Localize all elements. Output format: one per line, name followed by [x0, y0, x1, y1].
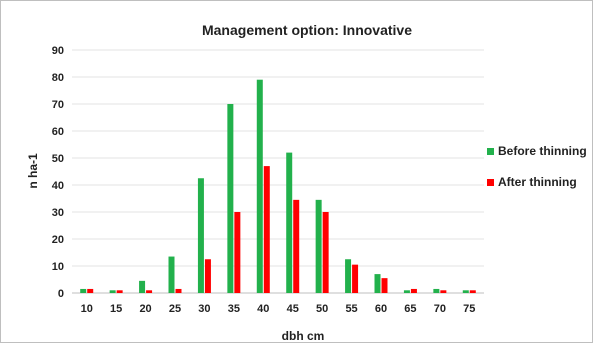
bar-before-thinning-70 [433, 288, 440, 293]
y-axis-label: n ha-1 [26, 153, 40, 189]
x-tick-label: 30 [198, 303, 210, 315]
x-tick-label: 20 [139, 303, 151, 315]
bar-before-thinning-35 [227, 104, 234, 293]
bar-before-thinning-30 [197, 178, 204, 293]
bar-before-thinning-45 [286, 152, 293, 293]
bar-after-thinning-30 [204, 259, 211, 293]
bar-before-thinning-15 [109, 290, 116, 293]
y-tick-label: 20 [52, 234, 64, 246]
bar-before-thinning-50 [315, 199, 322, 293]
x-tick-label: 45 [287, 303, 299, 315]
legend-label: Before thinning [498, 144, 587, 158]
x-tick-label: 40 [257, 303, 269, 315]
bar-after-thinning-40 [263, 166, 270, 293]
bar-after-thinning-25 [175, 288, 182, 293]
bar-after-thinning-50 [322, 212, 329, 293]
bar-after-thinning-60 [381, 278, 388, 293]
legend: Before thinning After thinning [487, 144, 587, 189]
bar-before-thinning-60 [374, 274, 381, 293]
y-tick-label: 10 [52, 261, 64, 273]
bar-after-thinning-10 [87, 288, 94, 293]
bar-after-thinning-75 [469, 290, 476, 293]
x-tick-label: 10 [81, 303, 93, 315]
y-tick-label: 80 [52, 72, 64, 84]
bar-before-thinning-55 [345, 259, 352, 293]
bar-after-thinning-65 [410, 288, 417, 293]
bar-before-thinning-25 [168, 256, 175, 293]
x-tick-label: 75 [463, 303, 475, 315]
bars [80, 79, 476, 293]
bar-before-thinning-75 [462, 290, 469, 293]
bar-before-thinning-20 [139, 280, 146, 293]
bar-after-thinning-35 [234, 212, 241, 293]
bar-after-thinning-70 [440, 290, 447, 293]
bar-before-thinning-40 [256, 79, 263, 293]
x-tick-label: 65 [404, 303, 416, 315]
x-axis-label: dbh cm [282, 329, 325, 343]
y-tick-label: 60 [52, 126, 64, 138]
bar-before-thinning-10 [80, 288, 87, 293]
legend-swatch [487, 179, 494, 186]
y-tick-label: 40 [52, 180, 64, 192]
y-tick-label: 50 [52, 153, 64, 165]
bar-after-thinning-55 [352, 264, 359, 293]
chart-title: Management option: Innovative [202, 22, 412, 38]
bar-after-thinning-15 [116, 290, 123, 293]
y-tick-label: 90 [52, 45, 64, 57]
x-tick-label: 55 [345, 303, 357, 315]
y-axis-ticks: 0 10 20 30 40 50 60 70 80 90 [52, 45, 64, 300]
bar-after-thinning-45 [293, 199, 300, 293]
x-axis-ticks: 10 15 20 25 30 35 40 45 50 55 60 65 70 75 [81, 303, 476, 315]
bar-after-thinning-20 [146, 290, 153, 293]
y-tick-label: 0 [58, 288, 64, 300]
x-tick-label: 35 [228, 303, 240, 315]
x-tick-label: 25 [169, 303, 181, 315]
x-tick-label: 60 [375, 303, 387, 315]
x-tick-label: 50 [316, 303, 328, 315]
x-tick-label: 15 [110, 303, 122, 315]
bar-before-thinning-65 [403, 290, 410, 293]
legend-label: After thinning [498, 175, 577, 189]
x-tick-label: 70 [434, 303, 446, 315]
legend-swatch [487, 148, 494, 155]
y-tick-label: 70 [52, 99, 64, 111]
y-tick-label: 30 [52, 207, 64, 219]
